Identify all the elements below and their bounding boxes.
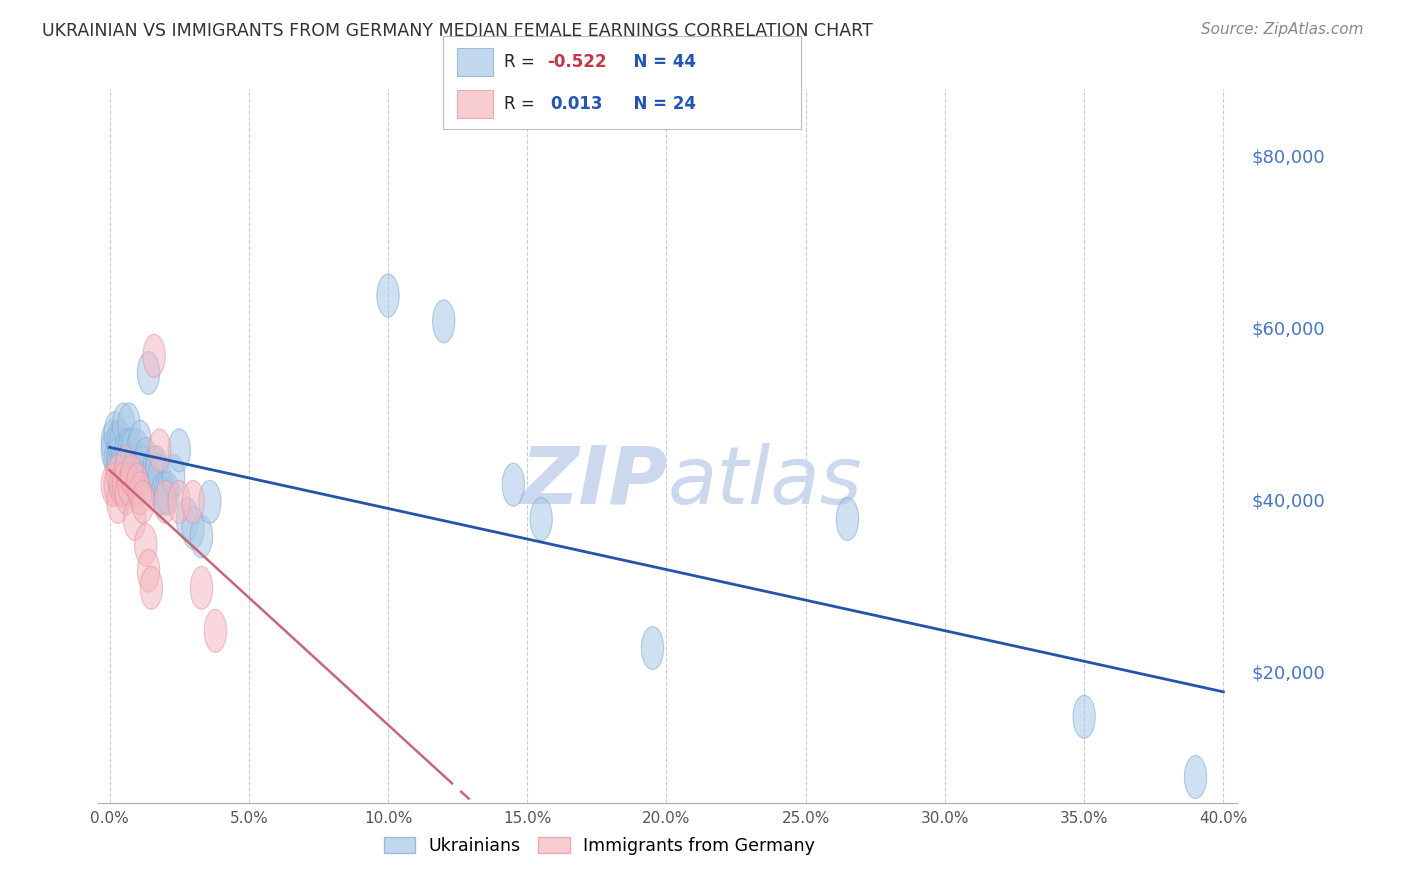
Ellipse shape: [104, 437, 127, 481]
Ellipse shape: [124, 498, 146, 541]
Ellipse shape: [115, 446, 138, 489]
Text: $60,000: $60,000: [1251, 321, 1324, 339]
Ellipse shape: [101, 429, 124, 472]
Ellipse shape: [198, 481, 221, 524]
Ellipse shape: [138, 351, 160, 394]
Ellipse shape: [433, 300, 454, 343]
Ellipse shape: [155, 472, 176, 515]
Text: atlas: atlas: [668, 442, 863, 521]
Ellipse shape: [112, 455, 135, 498]
Ellipse shape: [190, 515, 212, 558]
Text: $80,000: $80,000: [1251, 149, 1324, 167]
Ellipse shape: [149, 429, 170, 472]
Ellipse shape: [141, 463, 163, 506]
Text: R =: R =: [503, 53, 540, 70]
Ellipse shape: [530, 498, 553, 541]
Ellipse shape: [181, 481, 204, 524]
Ellipse shape: [132, 446, 155, 489]
Ellipse shape: [502, 463, 524, 506]
Ellipse shape: [163, 455, 184, 498]
Ellipse shape: [132, 481, 155, 524]
Text: R =: R =: [503, 95, 546, 113]
Ellipse shape: [107, 481, 129, 524]
Ellipse shape: [107, 455, 129, 498]
Ellipse shape: [121, 446, 143, 489]
Ellipse shape: [157, 472, 179, 515]
Ellipse shape: [169, 481, 190, 524]
Text: -0.522: -0.522: [547, 53, 606, 70]
Ellipse shape: [138, 549, 160, 592]
Ellipse shape: [118, 429, 141, 472]
Ellipse shape: [112, 463, 135, 506]
Text: Source: ZipAtlas.com: Source: ZipAtlas.com: [1201, 22, 1364, 37]
Legend: Ukrainians, Immigrants from Germany: Ukrainians, Immigrants from Germany: [384, 837, 815, 855]
Text: $40,000: $40,000: [1251, 493, 1324, 511]
Ellipse shape: [155, 481, 176, 524]
Ellipse shape: [1184, 756, 1206, 798]
Ellipse shape: [107, 437, 129, 481]
Ellipse shape: [176, 498, 198, 541]
Ellipse shape: [204, 609, 226, 652]
Ellipse shape: [129, 472, 152, 515]
Ellipse shape: [143, 446, 166, 489]
Text: N = 44: N = 44: [621, 53, 696, 70]
Ellipse shape: [127, 455, 149, 498]
Ellipse shape: [118, 463, 141, 506]
Ellipse shape: [112, 403, 135, 446]
Ellipse shape: [135, 437, 157, 481]
Ellipse shape: [115, 472, 138, 515]
Ellipse shape: [641, 626, 664, 670]
Bar: [457, 90, 494, 118]
Bar: [457, 48, 494, 76]
Ellipse shape: [101, 420, 124, 463]
Ellipse shape: [107, 446, 129, 489]
Ellipse shape: [110, 463, 132, 506]
Ellipse shape: [118, 403, 141, 446]
Ellipse shape: [101, 463, 124, 506]
Ellipse shape: [149, 455, 170, 498]
Ellipse shape: [104, 463, 127, 506]
Ellipse shape: [190, 566, 212, 609]
Text: $20,000: $20,000: [1251, 665, 1324, 683]
Ellipse shape: [127, 463, 149, 506]
Ellipse shape: [837, 498, 859, 541]
Ellipse shape: [143, 334, 166, 377]
Ellipse shape: [121, 429, 143, 472]
Ellipse shape: [1073, 696, 1095, 739]
Ellipse shape: [115, 429, 138, 472]
Ellipse shape: [110, 446, 132, 489]
Ellipse shape: [107, 420, 129, 463]
Text: 0.013: 0.013: [551, 95, 603, 113]
Ellipse shape: [169, 429, 190, 472]
Ellipse shape: [110, 420, 132, 463]
Ellipse shape: [135, 524, 157, 566]
Ellipse shape: [141, 566, 163, 609]
Ellipse shape: [104, 411, 127, 455]
Ellipse shape: [124, 446, 146, 489]
Text: UKRAINIAN VS IMMIGRANTS FROM GERMANY MEDIAN FEMALE EARNINGS CORRELATION CHART: UKRAINIAN VS IMMIGRANTS FROM GERMANY MED…: [42, 22, 873, 40]
Ellipse shape: [129, 420, 152, 463]
Ellipse shape: [127, 429, 149, 472]
Ellipse shape: [152, 472, 173, 515]
Ellipse shape: [121, 455, 143, 498]
Ellipse shape: [146, 446, 169, 489]
Ellipse shape: [181, 506, 204, 549]
Ellipse shape: [377, 274, 399, 317]
Text: N = 24: N = 24: [621, 95, 696, 113]
Text: ZIP: ZIP: [520, 442, 668, 521]
